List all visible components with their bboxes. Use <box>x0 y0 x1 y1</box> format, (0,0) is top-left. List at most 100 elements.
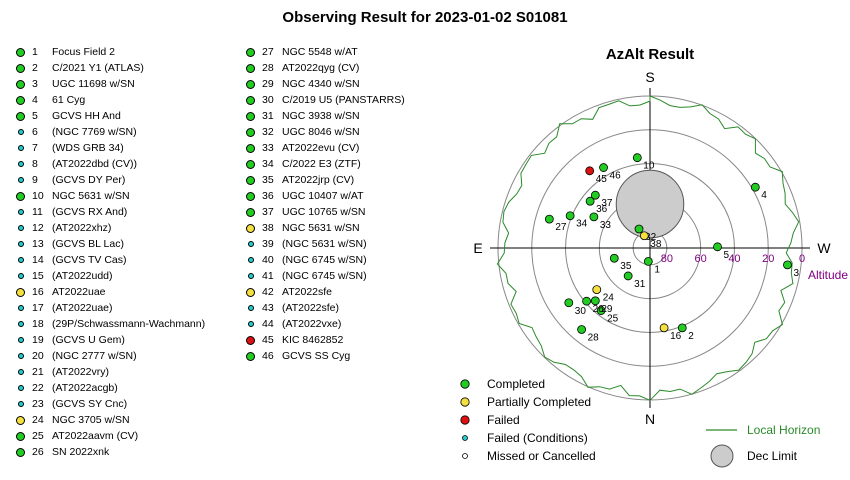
target-number: 41 <box>262 270 274 282</box>
target-row: 21 (AT2022vry) <box>16 364 205 380</box>
target-point <box>589 212 599 222</box>
status-dot-icon <box>16 431 25 441</box>
legend-marker-icon <box>460 415 470 425</box>
target-point <box>632 153 642 163</box>
target-row: 29 NGC 4340 w/SN <box>246 76 405 92</box>
target-row: 25 AT2022aavm (CV) <box>16 428 205 444</box>
target-number: 32 <box>262 126 274 138</box>
target-point <box>634 224 644 234</box>
status-dot-icon <box>246 175 255 185</box>
target-point-label: 26 <box>593 304 605 315</box>
target-name: (NGC 6745 w/SN) <box>282 254 367 266</box>
target-number: 33 <box>262 142 274 154</box>
target-name: 61 Cyg <box>52 94 86 106</box>
target-number: 21 <box>32 366 44 378</box>
status-dot-icon <box>18 129 24 135</box>
status-dot-icon <box>16 47 25 57</box>
target-point <box>659 323 669 333</box>
status-dot-icon <box>248 273 254 279</box>
target-point-label: 34 <box>576 219 588 230</box>
target-point <box>623 271 633 281</box>
target-number: 20 <box>32 350 44 362</box>
status-dot-icon <box>18 385 24 391</box>
status-dot-icon <box>16 415 25 425</box>
target-point-label: 10 <box>643 161 655 172</box>
target-point-label: 24 <box>603 293 615 304</box>
status-dot-icon <box>18 225 24 231</box>
status-dot-icon <box>248 305 254 311</box>
target-number: 44 <box>262 318 274 330</box>
legend-dec-limit-icon <box>710 444 734 468</box>
status-dot-icon <box>18 305 24 311</box>
direction-label-w: W <box>817 240 831 256</box>
status-dot-icon <box>246 351 255 361</box>
page-title: Observing Result for 2023-01-02 S01081 <box>282 9 568 26</box>
target-point-label: 35 <box>620 261 632 272</box>
local-horizon-line <box>496 95 800 401</box>
legend-marker-icon <box>460 379 470 389</box>
target-point-label: 37 <box>601 198 613 209</box>
target-row: 33 AT2022evu (CV) <box>246 140 405 156</box>
target-row: 38 NGC 5631 w/SN <box>246 220 405 236</box>
target-point <box>609 253 619 263</box>
target-number: 38 <box>262 222 274 234</box>
target-row: 36 UGC 10407 w/AT <box>246 188 405 204</box>
status-dot-icon <box>246 95 255 105</box>
target-number: 11 <box>32 206 43 218</box>
target-number: 30 <box>262 94 274 106</box>
target-name: NGC 3705 w/SN <box>52 414 130 426</box>
target-row: 24 NGC 3705 w/SN <box>16 412 205 428</box>
status-dot-icon <box>246 191 255 201</box>
target-row: 35 AT2022jrp (CV) <box>246 172 405 188</box>
status-dot-icon <box>18 337 24 343</box>
legend-label: Failed <box>487 413 520 427</box>
target-point <box>564 298 574 308</box>
target-name: KIC 8462852 <box>282 334 344 346</box>
target-point <box>783 260 792 270</box>
legend-marker-icon <box>462 435 468 441</box>
target-point-label: 1 <box>654 264 660 275</box>
target-point-label: 16 <box>670 331 682 342</box>
target-name: (GCVS U Gem) <box>52 334 125 346</box>
target-name: (NGC 6745 w/SN) <box>282 270 367 282</box>
status-dot-icon <box>16 79 25 89</box>
target-row: 43 (AT2022sfe) <box>246 300 405 316</box>
target-name: (AT2022acgb) <box>52 382 118 394</box>
target-point <box>565 211 575 221</box>
status-dot-icon <box>246 111 255 121</box>
target-name: NGC 5631 w/SN <box>52 190 130 202</box>
target-name: Focus Field 2 <box>52 46 116 58</box>
target-row: 40 (NGC 6745 w/SN) <box>246 252 405 268</box>
target-row: 17 (AT2022uae) <box>16 300 205 316</box>
target-name: AT2022qyg (CV) <box>282 62 360 74</box>
target-point-label: 2 <box>688 331 694 342</box>
target-row: 34 C/2022 E3 (ZTF) <box>246 156 405 172</box>
target-number: 3 <box>32 78 38 90</box>
target-number: 15 <box>32 270 44 282</box>
target-point-label: 25 <box>607 314 619 325</box>
target-point <box>577 325 587 334</box>
target-number: 39 <box>262 238 274 250</box>
target-point-label: 30 <box>575 306 587 317</box>
target-row: 41 (NGC 6745 w/SN) <box>246 268 405 284</box>
target-row: 18 (29P/Schwassmann-Wachmann) <box>16 316 205 332</box>
target-name: (29P/Schwassmann-Wachmann) <box>52 318 206 330</box>
target-point <box>750 182 760 192</box>
target-number: 17 <box>32 302 44 314</box>
status-dot-icon <box>246 143 255 153</box>
target-point <box>643 257 653 266</box>
target-number: 34 <box>262 158 274 170</box>
target-number: 19 <box>32 334 44 346</box>
target-point <box>592 285 602 294</box>
target-name: (AT2022vxe) <box>282 318 342 330</box>
target-row: 42 AT2022sfe <box>246 284 405 300</box>
status-dot-icon <box>16 447 25 457</box>
target-point-label: 27 <box>555 222 567 233</box>
target-number: 45 <box>262 334 274 346</box>
target-name: C/2019 U5 (PANSTARRS) <box>282 94 405 106</box>
target-row: 6 (NGC 7769 w/SN) <box>16 124 205 140</box>
legend-marker-icon <box>462 453 468 459</box>
legend-marker-icon <box>460 397 470 407</box>
target-row: 14 (GCVS TV Cas) <box>16 252 205 268</box>
target-name: GCVS HH And <box>52 110 121 122</box>
